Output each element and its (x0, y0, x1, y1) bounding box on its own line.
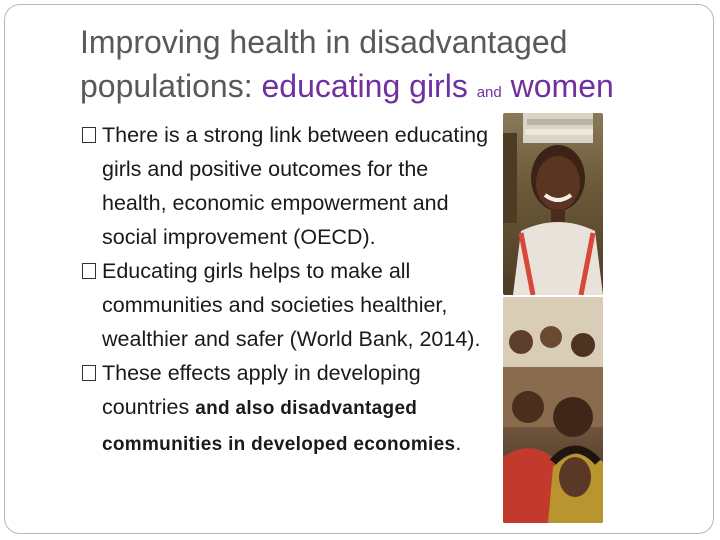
women-crowd-photo (503, 297, 603, 523)
bullet-text: These effects apply in developing countr… (102, 361, 421, 419)
title-accent-and: and (476, 84, 502, 101)
girl-with-books-photo (503, 113, 603, 295)
title-line1: Improving health in disadvantaged (80, 24, 568, 60)
bullet-text: Educating girls helps to make all commun… (102, 259, 481, 351)
bullet-box-icon (82, 365, 96, 381)
title-line2-prefix: populations: (80, 68, 262, 104)
bullet-item: Educating girls helps to make all commun… (82, 254, 492, 356)
bullet-item: These effects apply in developing countr… (82, 356, 492, 462)
bullet-box-icon (82, 263, 96, 279)
slide-title: Improving health in disadvantaged popula… (80, 20, 710, 115)
bullet-list: There is a strong link between educating… (82, 118, 492, 462)
slide-frame (4, 4, 714, 534)
bullet-bold-text: and also disadvantaged communities in de… (102, 398, 456, 455)
bullet-box-icon (82, 127, 96, 143)
title-accent-girls: educating girls (261, 68, 468, 104)
title-accent-women: women (510, 68, 614, 104)
bullet-end: . (455, 431, 462, 455)
bullet-item: There is a strong link between educating… (82, 118, 492, 254)
bullet-text: There is a strong link between educating… (102, 123, 489, 249)
